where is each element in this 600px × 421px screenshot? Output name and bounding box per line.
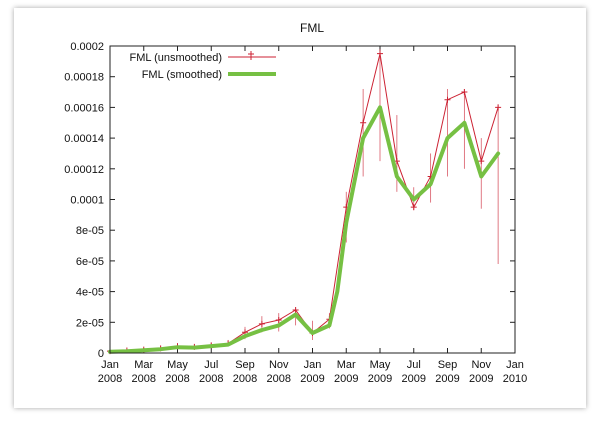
unsmoothed-point	[410, 204, 417, 211]
unsmoothed-point	[444, 96, 451, 103]
x-tick-month: Jan	[304, 359, 322, 371]
chart-frame: FML 0 2e-05 4e-05 6e-05 8e-05 0.0001 0.00012 0.…	[14, 8, 586, 408]
unsmoothed-point	[258, 320, 265, 327]
fml-chart: FML 0 2e-05 4e-05 6e-05 8e-05 0.0001 0.00012 0.…	[64, 21, 527, 385]
x-tick-year: 2009	[435, 373, 459, 385]
unsmoothed-point	[360, 119, 367, 126]
legend: FML (unsmoothed) FML (smoothed)	[129, 51, 276, 81]
unsmoothed-point	[461, 89, 468, 96]
y-tick-label: 6e-05	[76, 256, 104, 268]
x-tick-year: 2008	[132, 373, 156, 385]
x-tick-year: 2008	[165, 373, 189, 385]
x-tick-month: Mar	[134, 359, 153, 371]
y-axis: 0 2e-05 4e-05 6e-05 8e-05 0.0001 0.00012 0.0001…	[64, 41, 515, 360]
x-tick-month: May	[167, 359, 188, 371]
x-tick-month: Jul	[204, 359, 218, 371]
unsmoothed-point	[275, 316, 282, 323]
smoothed-line	[108, 105, 501, 354]
y-tick-label: 0.0001	[70, 195, 104, 207]
x-tick-year: 2010	[503, 373, 527, 385]
x-tick-year: 2008	[267, 373, 291, 385]
unsmoothed-point	[377, 50, 383, 57]
x-tick-month: Jan	[506, 359, 524, 371]
x-tick-year: 2009	[368, 373, 392, 385]
unsmoothed-point	[495, 104, 502, 111]
plot-area	[107, 49, 502, 355]
x-tick-year: 2008	[98, 373, 122, 385]
x-tick-month: Sep	[235, 359, 255, 371]
plot-border	[109, 45, 516, 354]
y-tick-label: 0.00012	[64, 164, 104, 176]
y-tick-label: 0.00014	[64, 133, 104, 145]
y-tick-label: 0.0002	[70, 41, 104, 53]
x-tick-year: 2008	[199, 373, 223, 385]
x-tick-month: Jan	[101, 359, 119, 371]
unsmoothed-point	[478, 158, 485, 165]
y-tick-label: 4e-05	[76, 287, 104, 299]
legend-marker-unsmoothed	[248, 51, 254, 60]
x-tick-month: Mar	[337, 359, 356, 371]
x-tick-month: May	[370, 359, 391, 371]
y-tick-label: 0.00018	[64, 72, 104, 84]
legend-label-unsmoothed: FML (unsmoothed)	[129, 52, 222, 64]
y-tick-label: 2e-05	[76, 317, 104, 329]
y-tick-label: 0	[98, 348, 104, 360]
x-tick-year: 2009	[334, 373, 358, 385]
x-tick-month: Nov	[269, 359, 289, 371]
y-tick-label: 0.00016	[64, 102, 104, 114]
x-tick-month: Nov	[471, 359, 491, 371]
x-tick-month: Sep	[438, 359, 458, 371]
unsmoothed-line	[109, 53, 499, 352]
chart-title: FML	[300, 21, 324, 35]
legend-label-smoothed: FML (smoothed)	[142, 69, 222, 81]
unsmoothed-point	[292, 307, 299, 314]
x-tick-year: 2009	[402, 373, 426, 385]
y-tick-label: 8e-05	[76, 225, 104, 237]
x-tick-month: Jul	[407, 359, 421, 371]
x-tick-year: 2009	[469, 373, 493, 385]
x-tick-year: 2008	[233, 373, 257, 385]
x-tick-year: 2009	[300, 373, 324, 385]
